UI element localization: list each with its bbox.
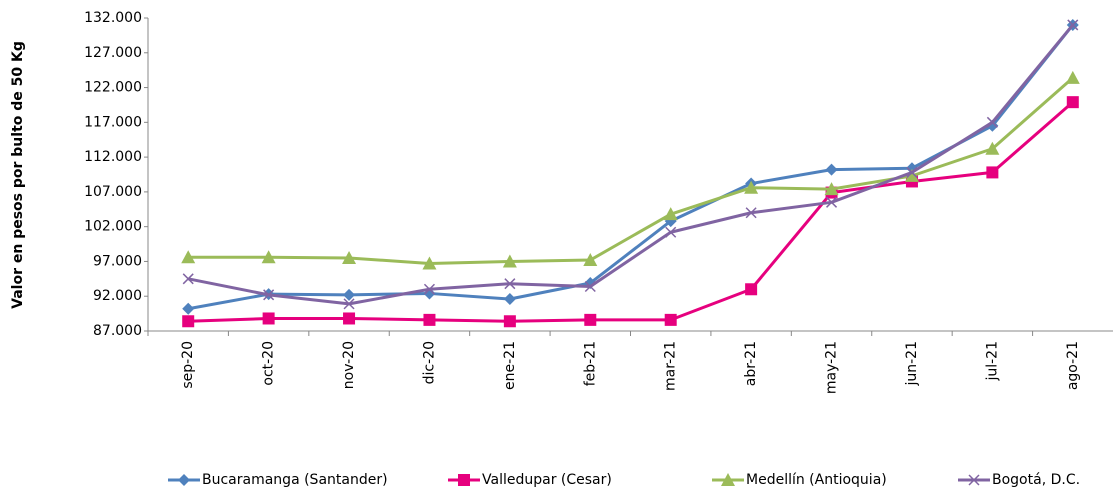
marker: [584, 313, 597, 326]
y-axis-title: Valor en pesos por bulto de 50 Kg: [10, 41, 26, 309]
y-tick-label: 92.000: [93, 288, 142, 304]
marker: [745, 207, 757, 219]
marker: [986, 166, 999, 179]
legend-item: Bogotá, D.C.: [958, 472, 1080, 488]
x-tick-label: ago-21: [1065, 341, 1081, 390]
marker: [423, 313, 436, 326]
marker: [986, 116, 998, 128]
marker: [502, 254, 517, 268]
marker: [263, 289, 275, 301]
legend-label: Bucaramanga (Santander): [202, 472, 388, 488]
marker: [423, 283, 435, 295]
x-tick-label: sep-20: [180, 341, 196, 389]
x-tick-label: feb-21: [582, 341, 598, 386]
y-tick-label: 122.000: [84, 80, 142, 96]
marker: [503, 315, 516, 328]
marker: [422, 256, 437, 270]
marker: [825, 163, 838, 176]
marker: [904, 168, 919, 182]
marker: [968, 474, 980, 486]
marker: [504, 278, 516, 290]
marker: [721, 473, 735, 486]
marker: [343, 312, 356, 325]
marker: [262, 312, 275, 325]
x-tick-label: nov-20: [341, 341, 357, 389]
marker: [584, 280, 596, 293]
marker: [824, 182, 839, 196]
marker: [663, 207, 678, 221]
marker: [503, 293, 516, 306]
marker: [745, 283, 758, 296]
marker: [906, 166, 918, 178]
series-line: [188, 76, 1074, 266]
marker: [343, 298, 355, 310]
marker: [181, 250, 196, 264]
marker: [1067, 19, 1079, 31]
y-tick-label: 112.000: [84, 149, 142, 165]
marker: [664, 313, 677, 326]
marker: [458, 474, 470, 486]
x-tick-label: oct-20: [261, 341, 277, 386]
y-tick-label: 87.000: [93, 323, 142, 339]
x-tick-label: jul-21: [984, 341, 1000, 382]
x-tick-label: mar-21: [663, 341, 679, 391]
legend-label: Bogotá, D.C.: [992, 472, 1080, 488]
marker: [826, 196, 838, 208]
x-tick-label: abr-21: [743, 341, 759, 386]
legend-label: Medellín (Antioquia): [746, 472, 887, 488]
marker: [665, 226, 677, 238]
marker: [182, 315, 195, 328]
marker: [182, 302, 195, 315]
y-tick-label: 102.000: [84, 219, 142, 235]
series-line: [188, 101, 1074, 323]
marker: [583, 253, 598, 267]
y-tick-label: 97.000: [93, 253, 142, 269]
legend-item: Bucaramanga (Santander): [168, 472, 388, 488]
legend-item: Valledupar (Cesar): [448, 472, 612, 488]
marker: [1065, 70, 1080, 84]
series-line: [187, 24, 1074, 306]
y-tick-label: 117.000: [84, 114, 142, 130]
series-line: [187, 24, 1074, 311]
x-tick-label: jun-21: [904, 341, 920, 387]
marker: [343, 288, 356, 301]
marker: [182, 273, 194, 285]
x-tick-label: dic-20: [421, 341, 437, 384]
marker: [261, 250, 276, 264]
marker: [744, 180, 759, 194]
legend-label: Valledupar (Cesar): [482, 472, 612, 488]
marker: [1066, 96, 1079, 109]
y-tick-label: 107.000: [84, 184, 142, 200]
x-tick-label: may-21: [824, 341, 840, 394]
y-tick-label: 127.000: [84, 45, 142, 61]
marker: [342, 250, 357, 264]
marker: [985, 141, 1000, 155]
y-tick-label: 132.000: [84, 10, 142, 26]
x-tick-label: ene-21: [502, 341, 518, 390]
legend-item: Medellín (Antioquia): [712, 472, 887, 488]
marker: [178, 474, 190, 486]
